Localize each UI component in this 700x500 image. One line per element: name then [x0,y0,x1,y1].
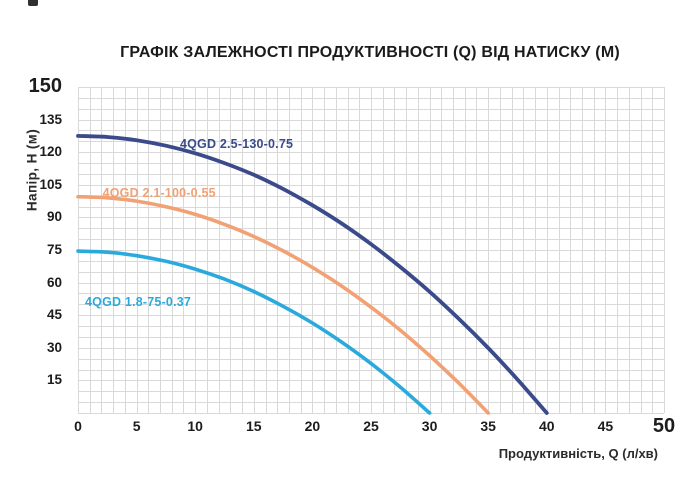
x-tick-25: 25 [363,418,379,434]
y-tick-105: 105 [39,176,62,192]
y-tick-45: 45 [46,307,62,323]
x-tick-50: 50 [652,415,676,437]
x-tick-45: 45 [597,418,614,434]
x-tick-20: 20 [304,418,321,434]
x-tick-30: 30 [421,418,438,434]
x-axis-title: Продуктивність, Q (л/хв) [498,446,658,461]
y-tick-150: 150 [28,75,62,98]
series-label-4qgd-1-8-75-0-37: 4QGD 1.8-75-0.37 [85,295,192,310]
x-tick-5: 5 [132,418,141,434]
y-axis-title: Напір, H (м) [24,128,40,212]
curve-4qgd-2-5-130-0-75 [76,134,549,415]
curve-4qgd-1-8-75-0-37 [76,249,432,415]
curve-4qgd-2-1-100-0-55 [76,194,490,415]
x-tick-0: 0 [74,418,82,434]
chart-title: ГРАФІК ЗАЛЕЖНОСТІ ПРОДУКТИВНОСТІ (Q) ВІД… [120,44,620,61]
x-tick-35: 35 [480,418,496,434]
y-tick-90: 90 [46,209,62,225]
y-tick-120: 120 [39,144,62,160]
screen-artifact-mark [28,0,38,6]
y-tick-15: 15 [46,372,62,388]
y-tick-30: 30 [46,339,62,355]
series-label-4qgd-2-5-130-0-75: 4QGD 2.5-130-0.75 [179,136,294,151]
y-axis-ticks: 15 30 45 60 75 90 105 120 135 150 [0,0,64,500]
y-tick-135: 135 [39,111,62,127]
x-tick-10: 10 [187,418,203,434]
x-tick-40: 40 [539,418,555,434]
y-tick-75: 75 [46,242,62,258]
y-tick-60: 60 [46,274,62,290]
x-tick-15: 15 [246,418,262,434]
series-label-4qgd-2-1-100-0-55: 4QGD 2.1-100-0.55 [102,186,216,201]
